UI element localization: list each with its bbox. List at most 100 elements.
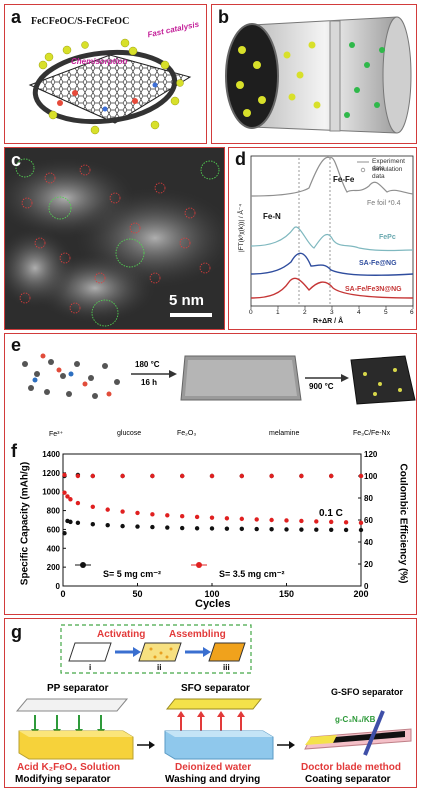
panel-d-label: d	[235, 149, 246, 169]
capacity-point	[150, 512, 155, 517]
capacity-point	[120, 509, 125, 514]
y-tick-label: 200	[47, 563, 61, 572]
modifying-label: Modifying separator	[15, 774, 111, 785]
graphene-ring-illustration	[28, 38, 192, 135]
legend-glucose: glucose	[117, 430, 142, 437]
capacity-point	[329, 527, 334, 533]
y-tick-label: 1000	[42, 488, 60, 497]
capacity-point	[105, 522, 110, 528]
legend-fe3c: Fe₃C/Fe-Nx	[353, 430, 391, 437]
series-legend-3-5mg: S= 3.5 mg cm⁻²	[219, 569, 285, 579]
series-legend-5mg: S= 5 mg cm⁻²	[103, 569, 162, 579]
y-tick-label: 800	[47, 507, 61, 516]
series-label-sa-fe-fe3n: SA-Fe/Fe3N@NG	[345, 286, 402, 293]
xtick: 4	[357, 309, 361, 316]
y2-tick-label: 120	[364, 450, 378, 459]
efficiency-point	[239, 473, 244, 479]
fe-n-label: Fe-N	[263, 212, 281, 221]
x-tick-label: 50	[132, 589, 142, 599]
legend-marker	[196, 562, 202, 568]
efficiency-point	[269, 473, 274, 479]
step-iii: iii	[223, 663, 230, 672]
capacity-point	[120, 523, 125, 529]
legend-simulation: Simulation data	[372, 166, 403, 180]
y-tick-label: 400	[47, 544, 61, 553]
capacity-point	[68, 497, 73, 502]
gsfo-separator-label: G-SFO separator	[331, 687, 404, 697]
panel-c-label: c	[11, 150, 22, 170]
panel-e-label: e	[11, 335, 22, 355]
legend-experiment: Experiment data	[372, 158, 405, 172]
legend-marker	[80, 562, 86, 568]
capacity-point	[299, 518, 304, 524]
chart-ylabel: Specific Capacity (mAh/g)	[19, 461, 31, 586]
capacity-point	[224, 526, 230, 531]
capacity-point	[65, 494, 70, 499]
capacity-point	[239, 516, 244, 522]
efficiency-point	[329, 473, 334, 479]
capacity-point	[75, 500, 81, 506]
x-tick-label: 100	[204, 589, 219, 599]
capacity-point	[314, 527, 319, 532]
series-label-fepc: FePc	[379, 234, 396, 241]
capacity-point	[254, 517, 259, 522]
efficiency-point	[358, 473, 364, 479]
pp-separator-label: PP separator	[47, 683, 109, 694]
step-i: i	[89, 663, 92, 672]
water-label: Deionized water	[175, 762, 252, 773]
efficiency-point	[209, 473, 215, 479]
panel-g-label: g	[11, 622, 22, 642]
fe-fe-label: Fe-Fe	[333, 175, 355, 184]
legend-melamine: melamine	[269, 430, 300, 437]
capacity-point	[194, 526, 200, 531]
capacity-point	[239, 526, 244, 532]
efficiency-point	[90, 473, 96, 479]
legend-fe3: Fe³⁺	[49, 431, 64, 438]
capacity-point	[358, 527, 364, 533]
chemisorption-label: Chemisorption	[71, 57, 128, 66]
capacity-point	[180, 525, 185, 531]
xtick: 0	[249, 309, 253, 316]
y2-tick-label: 60	[364, 516, 373, 525]
y2-tick-label: 0	[364, 582, 369, 591]
capacity-point	[165, 513, 170, 518]
capacity-point	[150, 524, 155, 530]
y2-tick-label: 100	[364, 472, 378, 481]
capacity-point	[180, 514, 185, 519]
capacity-point	[62, 531, 67, 536]
cylinder-illustration	[225, 16, 412, 134]
washing-label: Washing and drying	[165, 774, 261, 785]
capacity-point	[314, 519, 319, 524]
x-tick-label: 0	[60, 589, 65, 599]
capacity-point	[90, 522, 96, 527]
sfo-separator-label: SFO separator	[181, 683, 250, 694]
panel-c: c 5 nm	[4, 147, 225, 330]
capacity-point	[343, 527, 349, 533]
coating-label: Coating separator	[305, 774, 391, 785]
panel-b-label: b	[218, 7, 229, 27]
y-tick-label: 600	[47, 525, 61, 534]
efficiency-point	[62, 472, 67, 478]
efficiency-point	[150, 473, 155, 479]
y-tick-label: 1200	[42, 469, 60, 478]
panel-g: g	[4, 618, 417, 788]
chart-y2label: Coulombic Efficiency (%)	[397, 463, 409, 584]
doctor-blade-label: Doctor blade method	[301, 762, 402, 773]
capacity-point	[135, 510, 140, 516]
capacity-point	[209, 515, 215, 520]
capacity-point	[284, 518, 289, 523]
step2-temp: 900 °C	[309, 382, 334, 391]
panel-d-xlabel: R+ΔR / Å	[313, 318, 344, 325]
y-tick-label: 1400	[42, 450, 60, 459]
capacity-point	[254, 526, 259, 532]
panel-a-title: FeCFeOC/S-FeCFeOC	[31, 16, 130, 27]
panel-d: d Experiment data Simulation data Fe-Fe …	[228, 147, 417, 330]
capacity-point	[358, 520, 364, 526]
synthesis-scheme	[22, 353, 416, 405]
cycling-chart: 0 50 100 150 2000200400600800100012001400020…	[42, 450, 378, 599]
capacity-point	[269, 527, 274, 532]
panel-a: a FeCFeOC/S-FeCFeOC Chemisorption Fast c…	[4, 4, 207, 144]
capacity-point	[194, 514, 200, 520]
panel-ef: e 180 °C 16 h 900 °C Fe³⁺ glucose Fe₂O₃ …	[4, 333, 417, 615]
x-tick-label: 200	[353, 589, 368, 599]
